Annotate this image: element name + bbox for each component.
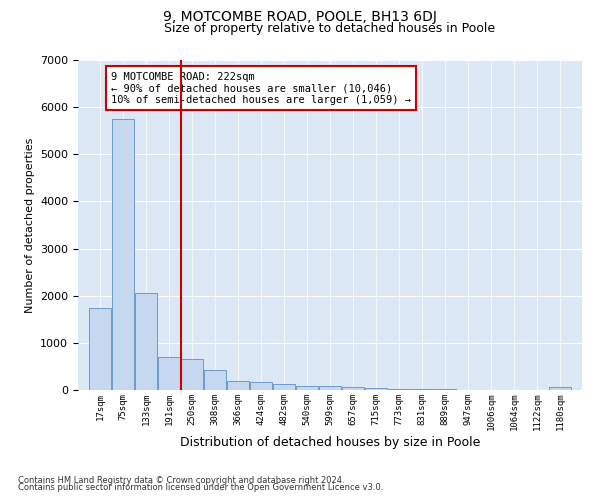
X-axis label: Distribution of detached houses by size in Poole: Distribution of detached houses by size … [180,436,480,449]
Bar [158,357,180,390]
Bar [319,386,341,390]
Bar [342,387,364,390]
Bar [204,370,226,390]
Bar [296,386,318,390]
Bar [411,389,433,390]
Text: Contains HM Land Registry data © Crown copyright and database right 2024.: Contains HM Land Registry data © Crown c… [18,476,344,485]
Bar [250,382,272,390]
Bar [388,388,410,390]
Bar [181,360,203,390]
Text: 9 MOTCOMBE ROAD: 222sqm
← 90% of detached houses are smaller (10,046)
10% of sem: 9 MOTCOMBE ROAD: 222sqm ← 90% of detache… [111,72,411,105]
Y-axis label: Number of detached properties: Number of detached properties [25,138,35,312]
Text: Contains public sector information licensed under the Open Government Licence v3: Contains public sector information licen… [18,484,383,492]
Bar [549,387,571,390]
Text: 9, MOTCOMBE ROAD, POOLE, BH13 6DJ: 9, MOTCOMBE ROAD, POOLE, BH13 6DJ [163,10,437,24]
Bar [135,294,157,390]
Bar [112,119,134,390]
Bar [227,380,249,390]
Bar [365,388,387,390]
Bar [273,384,295,390]
Title: Size of property relative to detached houses in Poole: Size of property relative to detached ho… [164,22,496,35]
Bar [89,308,111,390]
